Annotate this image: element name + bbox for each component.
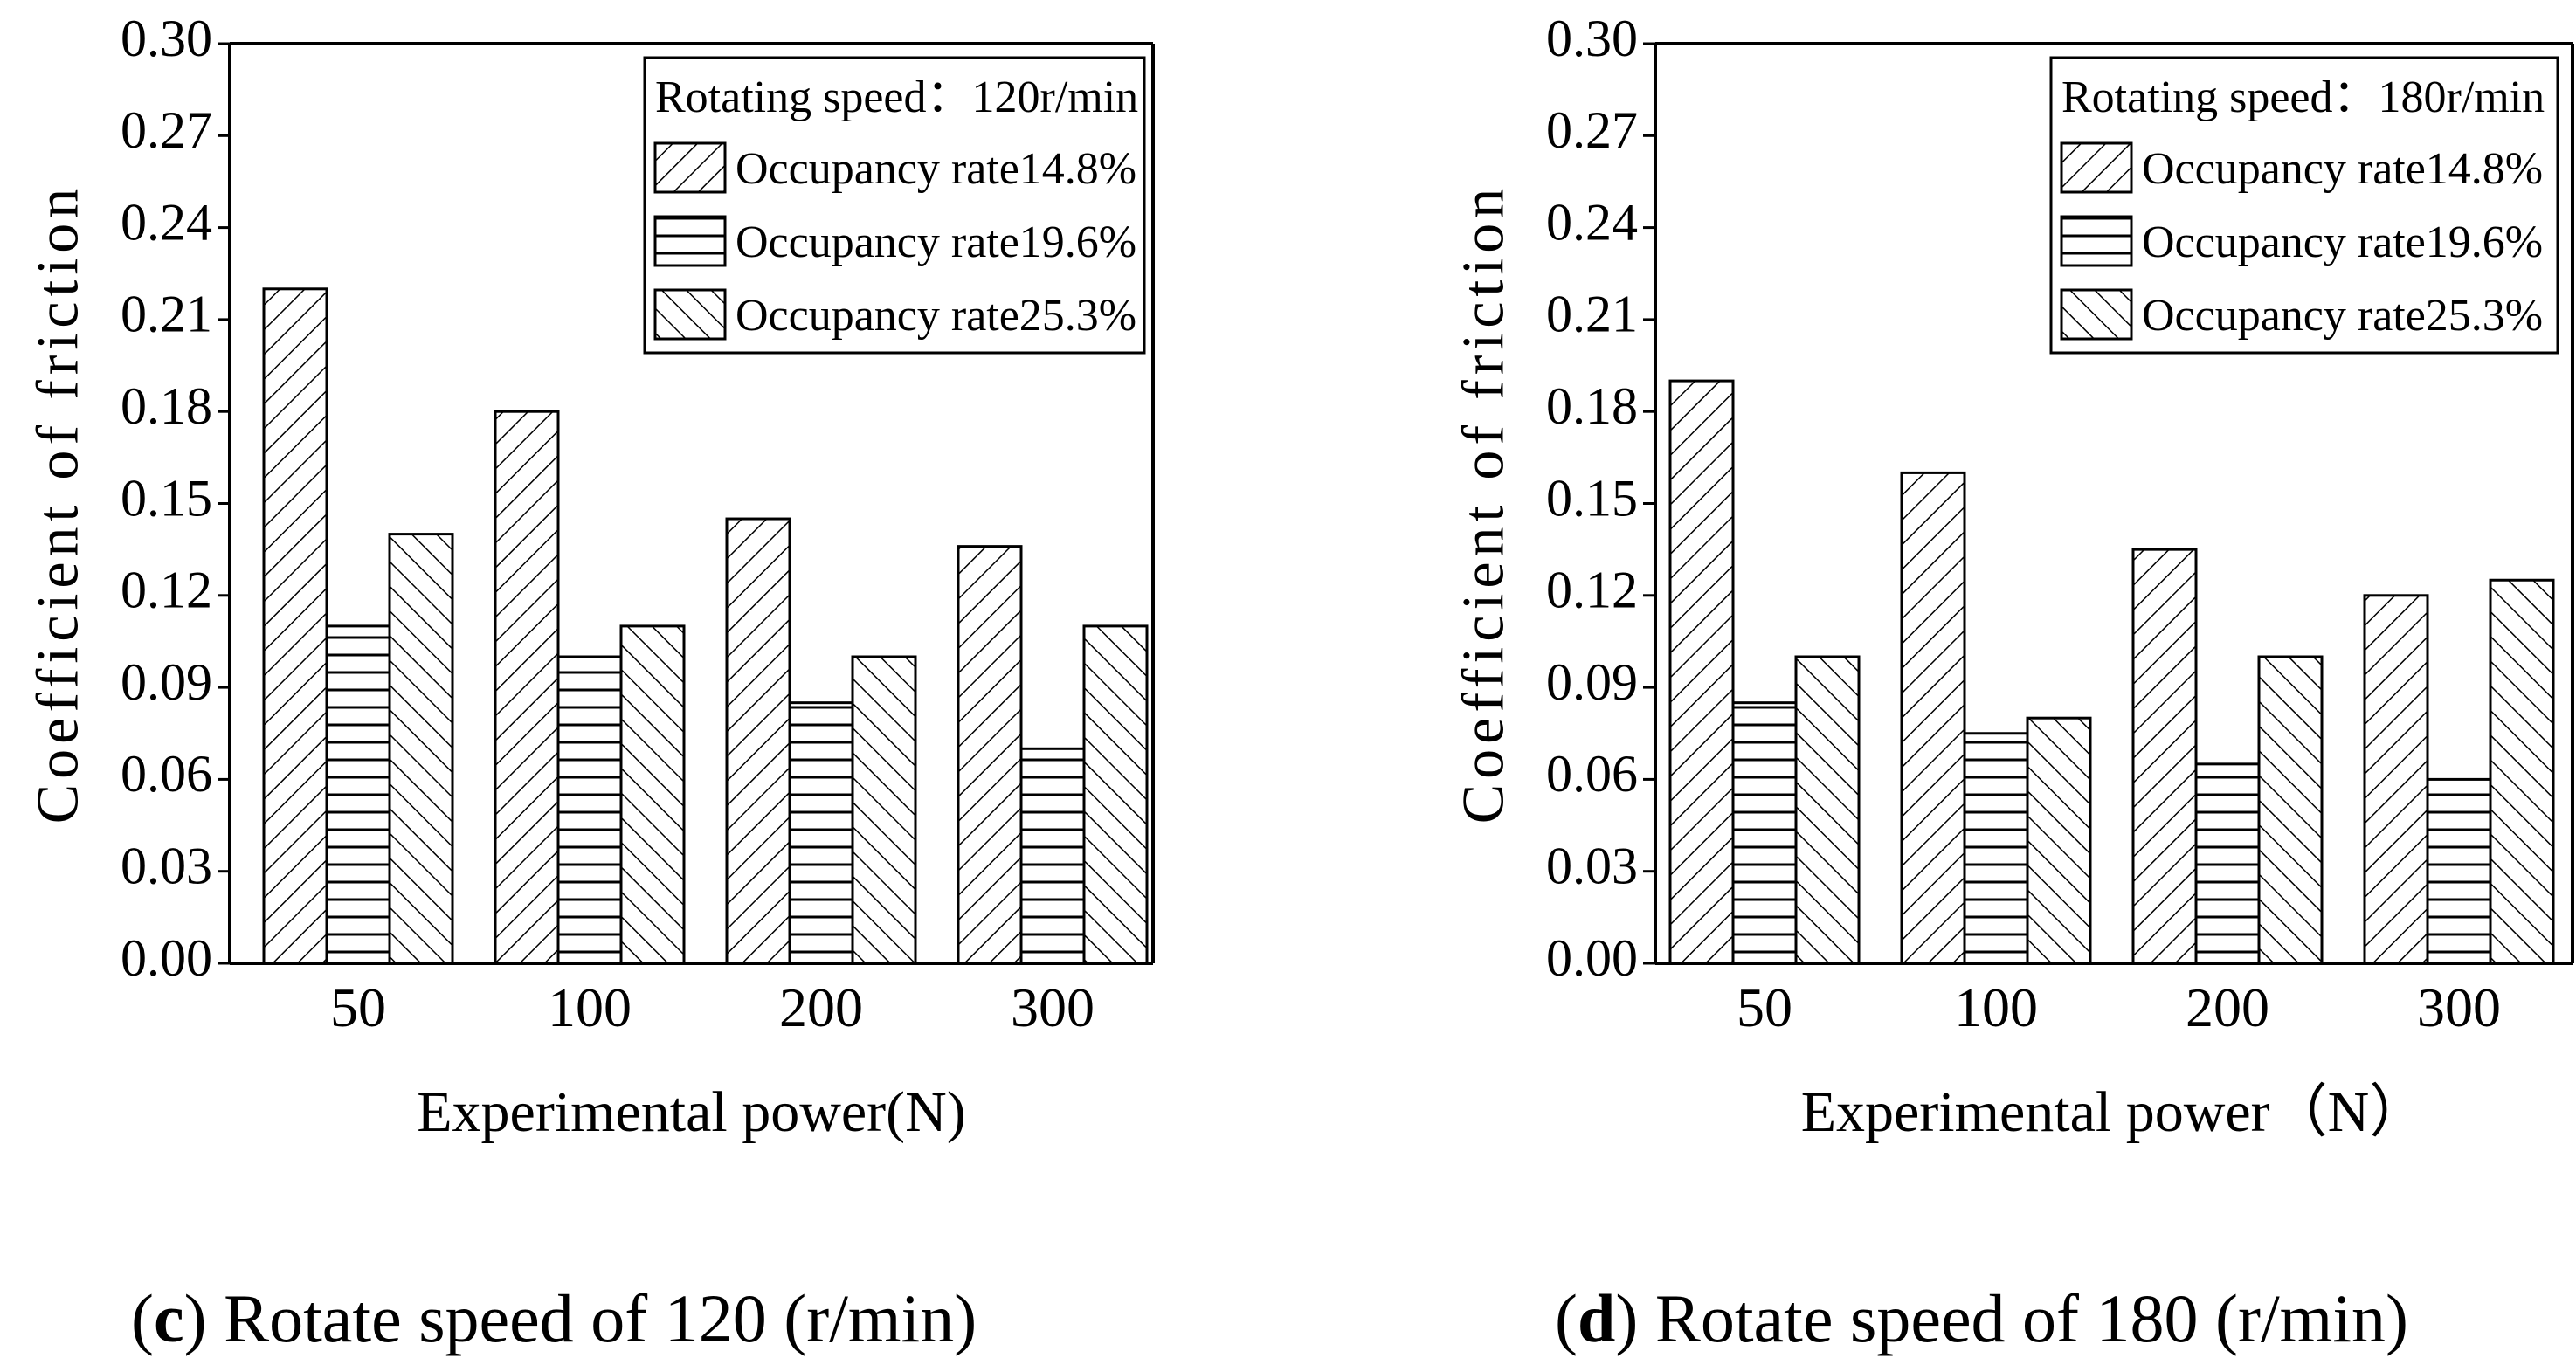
y-tick-label-c-2: 0.06 [121,745,212,803]
bar-c-s0-c2 [725,517,791,965]
bar-d-s0-c2 [2131,548,2198,965]
caption-text-c: Rotate speed of 120 (r/min) [206,1280,977,1356]
legend-label-c-2: Occupancy rate25.3% [736,291,1136,341]
bar-d-s1-c1 [1963,732,2029,965]
y-tick-label-d-8: 0.24 [1546,193,1638,251]
bar-c-s2-c0 [388,533,454,965]
x-tick-label-d-3: 300 [2417,976,2501,1038]
x-tick-label-d-2: 200 [2186,976,2269,1038]
bar-c-s2-c2 [851,655,917,965]
legend-swatch-c-2 [653,288,727,341]
y-tick-label-d-10: 0.30 [1546,10,1638,67]
bar-c-s1-c3 [1019,747,1086,965]
legend-label-c-0: Occupancy rate14.8% [736,144,1136,194]
y-tick-label-c-8: 0.24 [121,193,212,251]
legend-label-d-0: Occupancy rate14.8% [2142,144,2543,194]
legend-d: Rotating speed：180r/min Occupancy rate14.… [2049,56,2559,355]
legend-label-d-2: Occupancy rate25.3% [2142,291,2543,341]
legend-swatch-c-0 [653,141,727,194]
bar-c-s2-c3 [1082,624,1149,965]
bar-c-s1-c2 [788,701,854,965]
bar-d-s0-c0 [1668,379,1735,965]
bar-c-s1-c1 [556,655,623,965]
legend-title-d: Rotating speed：180r/min [2061,72,2545,122]
bar-c-s0-c3 [957,545,1023,965]
bar-c-s0-c0 [262,287,328,965]
bar-d-s2-c2 [2257,655,2324,965]
bar-d-s2-c3 [2489,578,2555,965]
y-tick-label-d-1: 0.03 [1546,837,1638,894]
x-axis-label-c: Experimental power(N) [417,1080,966,1144]
y-tick-label-c-6: 0.18 [121,377,212,435]
bar-d-s1-c2 [2194,762,2261,965]
x-tick-label-c-3: 300 [1011,976,1095,1038]
chart-panel-c: 0.00 0.03 0.06 0.09 0.12 0.15 0.18 0.21 0.24 0.27… [24,10,1155,1144]
y-tick-label-d-2: 0.06 [1546,745,1638,803]
legend-swatch-d-2 [2060,288,2133,341]
bar-c-s0-c1 [494,410,560,965]
legend-label-c-1: Occupancy rate19.6% [736,217,1136,267]
legend-label-d-1: Occupancy rate19.6% [2142,217,2543,267]
caption-c: (c) Rotate speed of 120 (r/min) [131,1280,977,1356]
bar-c-s2-c1 [619,624,686,965]
y-tick-label-c-9: 0.27 [121,101,212,159]
legend-swatch-c-1 [653,215,727,267]
y-tick-label-c-1: 0.03 [121,837,212,894]
y-tick-label-d-5: 0.15 [1546,469,1638,527]
y-tick-label-c-5: 0.15 [121,469,212,527]
x-axis-label-d: Experimental power（N） [1801,1080,2428,1144]
bar-d-s1-c3 [2426,777,2492,965]
x-tick-label-c-2: 200 [779,976,863,1038]
y-tick-label-d-7: 0.21 [1546,286,1638,343]
y-tick-label-d-4: 0.12 [1546,562,1638,619]
x-tick-label-d-0: 50 [1737,976,1792,1038]
legend-box-c [643,56,1146,355]
legend-title-c: Rotating speed：120r/min [655,72,1138,122]
y-tick-label-c-3: 0.09 [121,653,212,711]
bar-c-s1-c0 [325,624,391,965]
bar-d-s2-c1 [2026,716,2092,965]
caption-text-d: Rotate speed of 180 (r/min) [1638,1280,2408,1356]
x-tick-label-d-1: 100 [1954,976,2038,1038]
bar-d-s0-c1 [1900,471,1966,965]
y-tick-label-c-0: 0.00 [121,929,212,987]
y-tick-label-c-7: 0.21 [121,286,212,343]
y-tick-label-d-0: 0.00 [1546,929,1638,987]
chart-panel-d: 0.00 0.03 0.06 0.09 0.12 0.15 0.18 0.21 0.24 0.27… [1450,10,2574,1144]
legend-swatch-d-0 [2060,141,2133,194]
bar-d-s0-c3 [2363,594,2429,965]
bar-d-s2-c0 [1794,655,1861,965]
x-tick-label-c-0: 50 [330,976,386,1038]
y-axis-label-c: Coefficient of friction [24,183,91,824]
y-tick-label-d-9: 0.27 [1546,101,1638,159]
y-tick-label-c-4: 0.12 [121,562,212,619]
caption-letter-c: c [153,1280,184,1356]
legend-c: Rotating speed：120r/min Occupancy rate14.… [643,56,1146,355]
y-tick-label-d-6: 0.18 [1546,377,1638,435]
caption-d: (d) Rotate speed of 180 (r/min) [1555,1280,2408,1356]
legend-swatch-d-1 [2060,215,2133,267]
y-axis-label-d: Coefficient of friction [1450,183,1516,824]
caption-letter-d: d [1577,1280,1616,1356]
y-tick-label-d-3: 0.09 [1546,653,1638,711]
x-tick-label-c-1: 100 [548,976,632,1038]
legend-box-d [2049,56,2559,355]
bar-d-s1-c0 [1731,701,1798,965]
y-tick-label-c-10: 0.30 [121,10,212,67]
